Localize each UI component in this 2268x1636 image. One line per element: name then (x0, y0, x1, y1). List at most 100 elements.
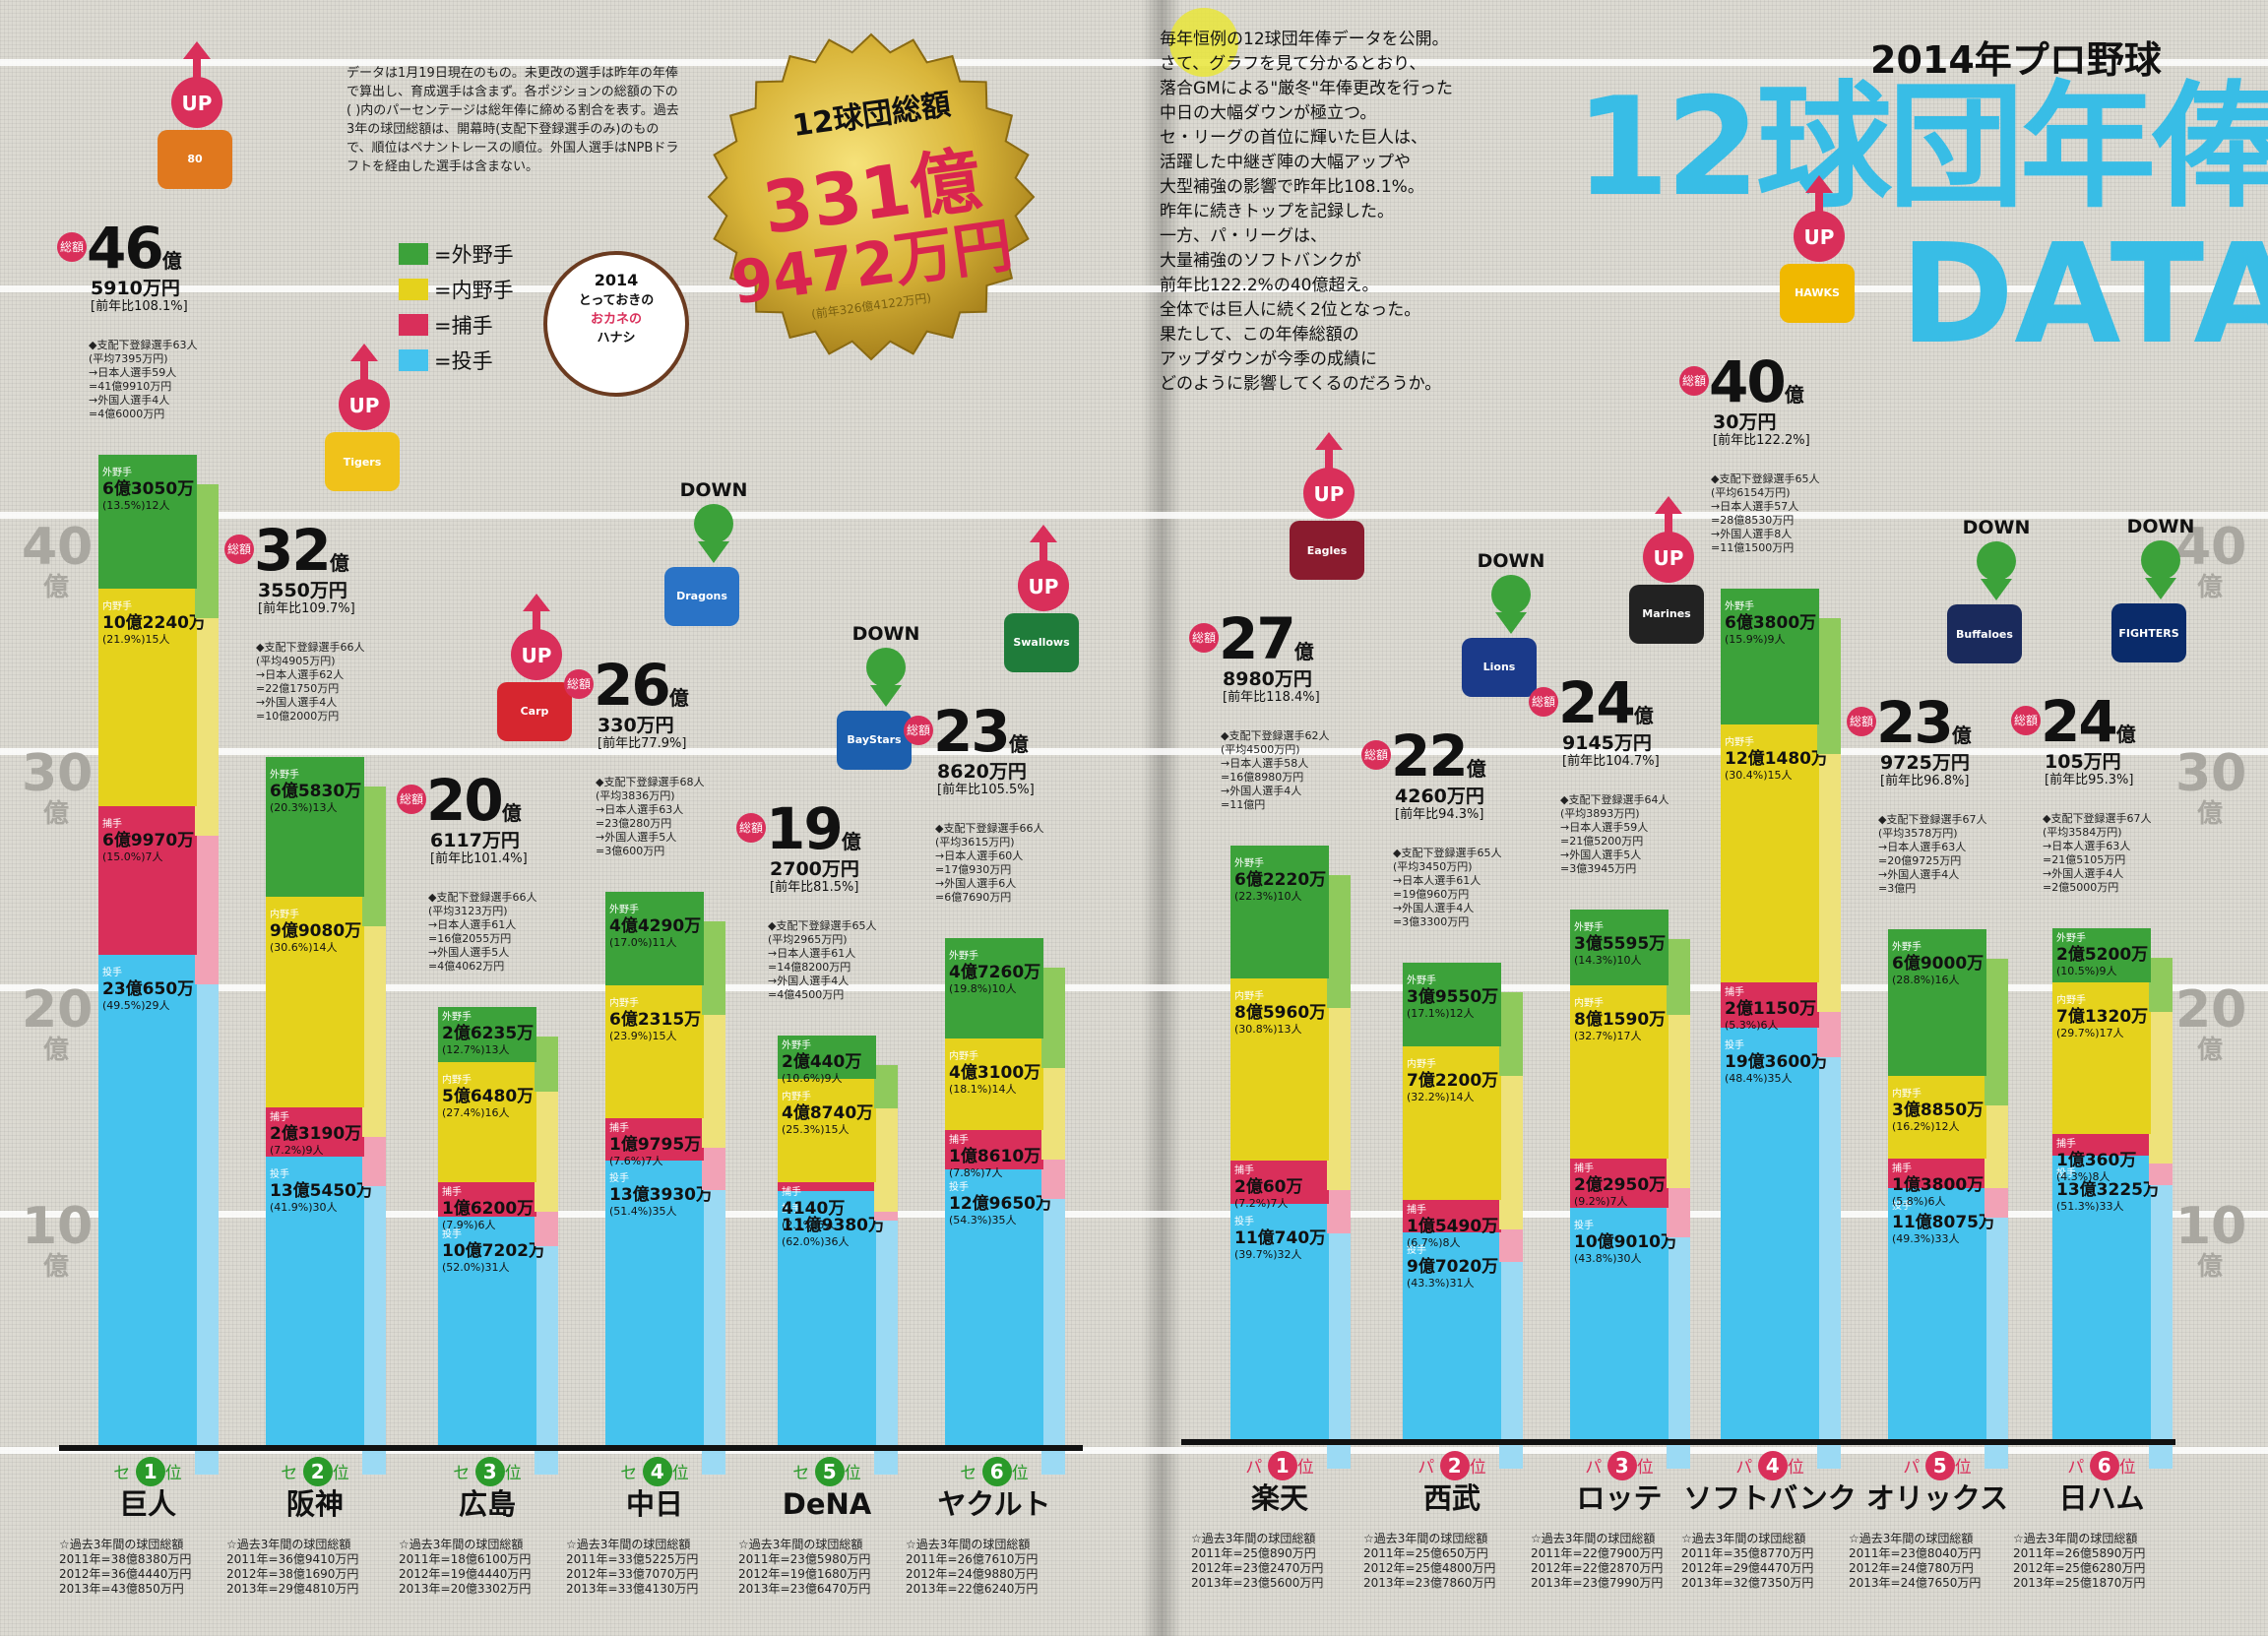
total-man: 9145万円 (1562, 731, 1652, 754)
grid-line (0, 512, 2268, 519)
segment-position: 投手 (1892, 1200, 1912, 1212)
detail-line: →日本人選手58人 (1221, 757, 1309, 771)
history-line: 2012年=24億780万円 (1849, 1561, 1974, 1575)
segment-amount: 11億740万 (1234, 1227, 1327, 1248)
bar-segment-hawks-if (1721, 724, 1819, 983)
total-yoy: [前年比94.3%] (1395, 806, 1484, 822)
segment-position: 内野手 (1725, 736, 1754, 748)
detail-line: =3億3945万円 (1560, 861, 1637, 875)
total-man: 5910万円 (91, 277, 180, 299)
segment-position: 捕手 (782, 1187, 801, 1199)
y-tick-unit: 億 (2196, 1036, 2223, 1065)
y-tick-unit: 億 (42, 1252, 69, 1282)
segment-label: 外野手 2億5200万 (10.5%)9人 (2056, 930, 2148, 977)
bar-segment-swallows-c (945, 1129, 1043, 1169)
total-oku-unit: 億 (668, 685, 689, 710)
segment-position: 内野手 (1407, 1059, 1436, 1071)
bar-segment-shadow (1984, 1105, 2008, 1189)
bar-segment-fighters-of (2052, 928, 2151, 982)
y-tick-number: 20 (22, 980, 94, 1039)
segment-label: 外野手 6億3050万 (13.5%)12人 (102, 465, 194, 512)
team-history: ☆過去3年間の球団総額 2011年=26億5890万円 2012年=25億6280万… (2013, 1532, 2145, 1591)
segment-position: 投手 (609, 1172, 629, 1184)
segment-label: 捕手 2億1150万 (5.3%)6人 (1725, 984, 1816, 1032)
history-prefix: ☆過去3年間の球団総額 (1849, 1532, 1974, 1545)
segment-share: (14.3%)10人 (1574, 953, 1642, 967)
total-tag: 総額 (904, 715, 933, 745)
segment-label: 外野手 2億6235万 (12.7%)13人 (442, 1009, 534, 1056)
bar-segment-shadow (362, 787, 386, 927)
history-line: 2013年=25億1870万円 (2013, 1576, 2146, 1590)
segment-label: 捕手 1億5490万 (6.7%)8人 (1407, 1202, 1498, 1249)
rank-number: 3 (474, 1457, 505, 1486)
detail-line: →日本人選手61人 (768, 946, 856, 960)
intro-line: セ・リーグの首位に輝いた巨人は、 (1160, 128, 1427, 148)
segment-share: (6.7%)8人 (1407, 1235, 1461, 1249)
bar-segment-shadow (1984, 1217, 2008, 1469)
segment-label: 外野手 2億440万 (10.6%)9人 (782, 1038, 861, 1085)
history-line: 2013年=29億4810万円 (226, 1582, 359, 1596)
league-label: パ (1245, 1458, 1263, 1478)
detail-line: =2億5000万円 (2043, 881, 2119, 895)
rank-number: 6 (2089, 1451, 2119, 1480)
rank-suffix: 位 (1296, 1458, 1314, 1478)
money-story-badge: 2014 とっておきの おカネの ハナシ (543, 251, 689, 397)
bar-segment-shadow (535, 1092, 558, 1213)
segment-position: 外野手 (102, 467, 132, 478)
bar-segment-shadow (702, 920, 725, 1016)
legend: =外野手 =内野手 =捕手 =投手 (399, 236, 514, 378)
legend-swatch (399, 279, 428, 300)
rank-number: 2 (1439, 1451, 1470, 1480)
badge-year: 2014 (594, 271, 639, 289)
bar-segment-fighters-p (2052, 1156, 2151, 1439)
y-tick-label: 10 億 (22, 1201, 93, 1282)
segment-amount: 12億1480万 (1725, 748, 1828, 769)
bar-segment-shadow (1327, 875, 1351, 1008)
bar-segment-buffaloes-p (1888, 1187, 1986, 1439)
segment-label: 投手 19億3600万 (48.4%)35人 (1725, 1038, 1828, 1085)
segment-label: 外野手 6億9000万 (28.8%)16人 (1892, 939, 1984, 986)
detail-line: →日本人選手59人 (1560, 820, 1649, 834)
bar-segment-shadow (874, 1064, 898, 1108)
total-oku-unit: 億 (2115, 723, 2136, 747)
segment-amount: 8億1590万 (1574, 1009, 1667, 1030)
team-history: ☆過去3年間の球団総額 2011年=35億8770万円 2012年=29億4470万… (1681, 1532, 1813, 1591)
history-line: 2012年=22億2870万円 (1531, 1561, 1664, 1575)
history-line: 2012年=36億4440万円 (59, 1567, 192, 1581)
segment-label: 投手 11億740万 (39.7%)32人 (1234, 1214, 1326, 1261)
segment-share: (39.7%)32人 (1234, 1247, 1302, 1261)
team-name: ヤクルト (937, 1487, 1051, 1521)
segment-share: (9.2%)7人 (1574, 1194, 1628, 1208)
team-total: 総額46億 5910万円 [前年比108.1%] (57, 219, 188, 315)
team-total: 総額26億 330万円 [前年比77.9%] (564, 656, 689, 752)
segment-share: (25.3%)15人 (782, 1122, 850, 1136)
detail-line: ◆支配下登録選手66人 (256, 641, 365, 655)
intro-line: 落合GMによる"厳冬"年俸更改を行った (1160, 79, 1453, 98)
segment-position: 外野手 (1407, 975, 1436, 986)
segment-label: 捕手 2億2950万 (9.2%)7人 (1574, 1161, 1666, 1208)
rank-number: 2 (302, 1457, 333, 1486)
y-tick-unit: 億 (42, 1036, 69, 1065)
team-rank: セ 6 位ヤクルト (906, 1457, 1083, 1522)
down-arrow-icon: DOWN (1957, 516, 2030, 604)
legend-label: =捕手 (434, 314, 493, 338)
bar-segment-shadow (195, 983, 219, 1475)
history-prefix: ☆過去3年間の球団総額 (738, 1538, 863, 1551)
baseline-pacific (1181, 1439, 2175, 1445)
team-history: ☆過去3年間の球団総額 2011年=33億5225万円 2012年=33億7070万… (566, 1538, 698, 1597)
segment-amount: 5億6480万 (442, 1087, 535, 1107)
segment-share: (54.3%)35人 (949, 1213, 1017, 1227)
intro-line: 昨年に続きトップを記録した。 (1160, 202, 1394, 221)
badge-line: ハナシ (597, 331, 636, 346)
detail-line: →日本人選手61人 (428, 917, 517, 931)
rank-suffix: 位 (164, 1464, 182, 1483)
team-rank: セ 4 位中日 (566, 1457, 743, 1522)
segment-label: 投手 10億9010万 (43.8%)30人 (1574, 1218, 1677, 1265)
segment-label: 内野手 7億1320万 (29.7%)17人 (2056, 992, 2148, 1039)
total-oku-unit: 億 (1784, 382, 1804, 407)
team-name: 楽天 (1250, 1481, 1308, 1515)
detail-line: (平均3615万円) (935, 835, 1015, 849)
segment-label: 捕手 6億9970万 (15.0%)7人 (102, 816, 194, 863)
segment-amount: 4億8740万 (782, 1102, 874, 1123)
